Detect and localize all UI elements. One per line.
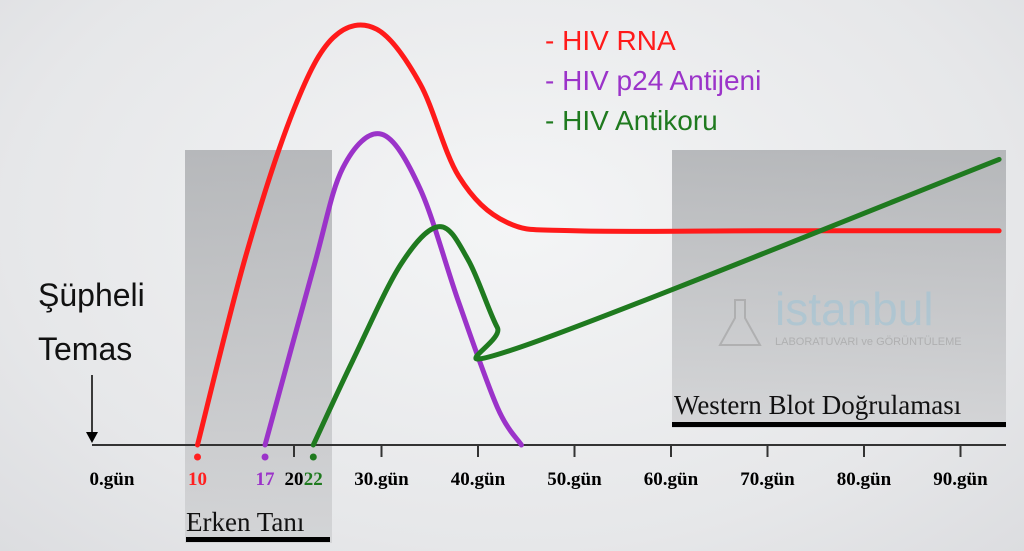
tick-label: 17 bbox=[256, 469, 276, 490]
tick-label: 80.gün bbox=[837, 469, 892, 490]
tick-dot bbox=[194, 453, 201, 461]
series-line-1 bbox=[262, 131, 524, 448]
watermark-sub: LABORATUVARI ve GÖRÜNTÜLEME bbox=[775, 336, 962, 348]
legend-item: - HIV Antikoru bbox=[545, 105, 718, 136]
exposure-label-line1: Şüpheli bbox=[38, 277, 145, 313]
down-arrow-icon bbox=[86, 432, 98, 443]
western-blot-window bbox=[672, 150, 1006, 428]
tick-label: 20 bbox=[285, 469, 304, 490]
series-line-0 bbox=[195, 22, 1002, 448]
tick-label: 0.gün bbox=[90, 469, 135, 490]
legend-item: - HIV RNA bbox=[545, 25, 676, 56]
tick-label: 30.gün bbox=[354, 469, 409, 490]
tick-label: 60.gün bbox=[644, 469, 699, 490]
series-line-2 bbox=[310, 156, 1002, 448]
tick-label: 40.gün bbox=[451, 469, 506, 490]
legend-item: - HIV p24 Antijeni bbox=[545, 65, 761, 96]
watermark-brand: istanbul bbox=[775, 283, 934, 335]
tick-dot bbox=[261, 453, 269, 461]
western-blot-underline bbox=[672, 422, 1006, 427]
tick-label: 70.gün bbox=[740, 469, 795, 490]
early-diagnosis-underline bbox=[186, 537, 330, 542]
tick-label: 22 bbox=[304, 469, 323, 490]
western-blot-label: Western Blot Doğrulaması bbox=[674, 390, 961, 420]
tick-label: 50.gün bbox=[547, 469, 602, 490]
tick-label: 10 bbox=[188, 469, 207, 490]
legend: - HIV RNA - HIV p24 Antijeni - HIV Antikor… bbox=[545, 25, 761, 136]
tick-label: 90.gün bbox=[933, 469, 988, 490]
early-diagnosis-label: Erken Tanı bbox=[186, 507, 304, 537]
flask-icon bbox=[718, 299, 762, 346]
watermark-logo: istanbul LABORATUVARI ve GÖRÜNTÜLEME bbox=[718, 283, 962, 348]
tick-dot bbox=[309, 453, 317, 461]
exposure-label-line2: Temas bbox=[38, 331, 132, 367]
